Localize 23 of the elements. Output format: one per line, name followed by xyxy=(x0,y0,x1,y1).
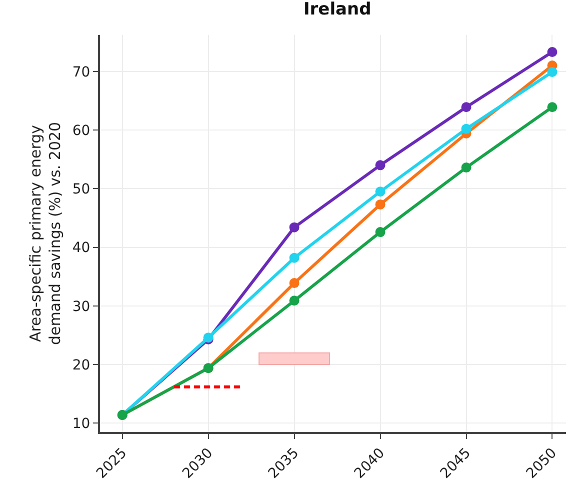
point xyxy=(289,296,300,306)
point xyxy=(375,160,386,170)
y-tick-label: 30 xyxy=(72,298,90,315)
chart-title: Ireland xyxy=(303,0,372,20)
y-tick-label: 10 xyxy=(72,416,90,432)
point xyxy=(461,162,472,173)
y-tick-label: 20 xyxy=(72,357,90,374)
y-tick-label: 70 xyxy=(72,64,90,80)
point xyxy=(289,252,300,263)
point xyxy=(547,47,558,58)
y-tick-label: 60 xyxy=(72,122,90,139)
point xyxy=(461,102,472,112)
point xyxy=(375,199,386,210)
point xyxy=(461,124,472,134)
point xyxy=(547,66,558,77)
point xyxy=(289,222,300,232)
point xyxy=(289,278,300,288)
point xyxy=(547,102,558,112)
y-tick-label: 50 xyxy=(72,182,90,198)
y-axis-title: Area-specific primary energy demand savings (%) vs. 2020 xyxy=(26,122,64,346)
point xyxy=(375,227,386,238)
point xyxy=(375,186,386,197)
y-tick-label: 40 xyxy=(72,240,90,256)
